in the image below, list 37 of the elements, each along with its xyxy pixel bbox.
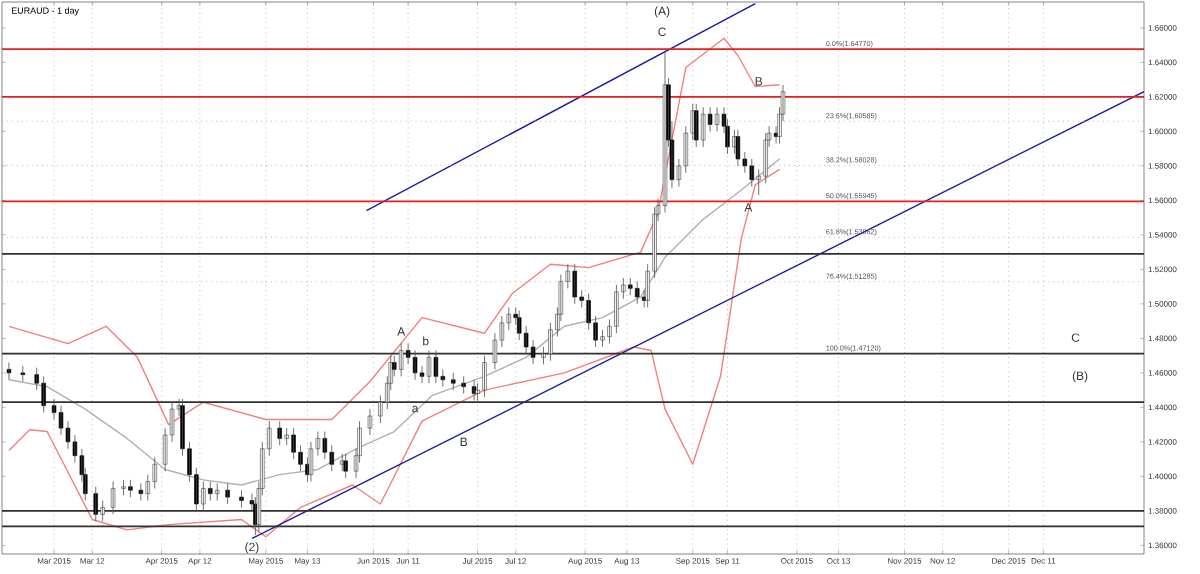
candlestick [461, 375, 466, 394]
candlestick [548, 322, 553, 362]
candlestick [20, 365, 26, 382]
candlestick [398, 343, 404, 377]
candlestick [100, 500, 105, 522]
candlestick [41, 375, 46, 413]
line-series [8, 158, 781, 486]
candlestick [600, 329, 605, 348]
candlestick [628, 277, 633, 296]
candlestick [208, 481, 213, 501]
line-series [8, 168, 781, 538]
candlestick [201, 481, 206, 512]
candlestick [763, 132, 768, 184]
candlestick [749, 158, 754, 187]
candlestick [700, 106, 706, 148]
candlestick [451, 372, 456, 391]
candlestick [128, 479, 133, 498]
candlestick [6, 362, 12, 381]
candlestick [329, 444, 334, 472]
candlestick [635, 281, 640, 305]
candlestick [694, 103, 699, 148]
candlestick [343, 453, 348, 479]
candlestick [93, 486, 98, 522]
candlestick [714, 106, 720, 132]
candlestick [239, 489, 244, 508]
candlestick [291, 427, 296, 460]
candlestick [367, 408, 373, 436]
candlestick [225, 482, 230, 505]
candlestick [482, 355, 487, 398]
candlestick [614, 284, 619, 334]
candlestick [572, 263, 577, 305]
candlestick [322, 431, 328, 460]
candlestick [152, 457, 157, 489]
candlestick [284, 427, 289, 446]
candlestick [121, 479, 126, 496]
candlestick [426, 350, 432, 384]
candlestick [277, 420, 282, 446]
